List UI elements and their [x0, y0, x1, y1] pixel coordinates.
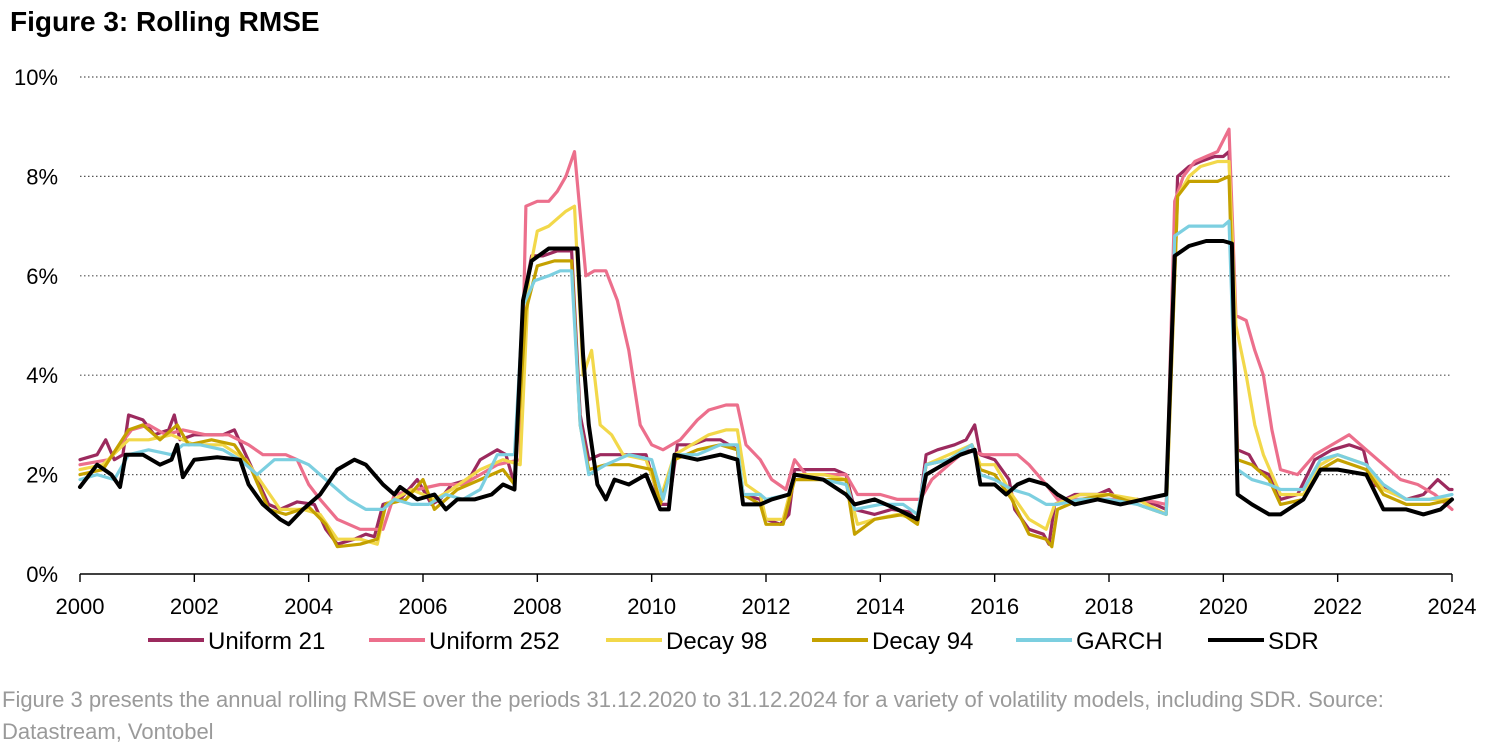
series-line-uniform-252	[78, 127, 1454, 531]
x-tick-label: 2024	[1428, 594, 1477, 619]
legend-label: GARCH	[1076, 628, 1163, 655]
x-tick-label: 2016	[970, 594, 1019, 619]
y-tick-label: 2%	[26, 463, 58, 488]
x-tick-label: 2018	[1085, 594, 1134, 619]
y-tick-label: 8%	[26, 164, 58, 189]
x-tick-label: 2002	[170, 594, 219, 619]
legend-item: SDR	[1208, 628, 1319, 655]
x-tick-label: 2012	[742, 594, 791, 619]
series-line-sdr	[78, 239, 1454, 527]
legend-label: SDR	[1268, 628, 1319, 655]
series-line-decay-98	[78, 159, 1454, 546]
legend-item: Uniform 21	[148, 628, 325, 655]
figure-caption: Figure 3 presents the annual rolling RMS…	[2, 687, 1384, 744]
figure-title: Figure 3: Rolling RMSE	[10, 6, 320, 37]
y-tick-label: 4%	[26, 363, 58, 388]
gridlines	[80, 76, 1452, 476]
y-tick-label: 6%	[26, 264, 58, 289]
legend-label: Uniform 21	[208, 628, 325, 655]
legend: Uniform 21 Uniform 252 Decay 98 Decay 94 GAR…	[148, 628, 1319, 655]
legend-label: Uniform 252	[429, 628, 560, 655]
series-line-decay-94	[78, 174, 1454, 549]
x-tick-label: 2008	[513, 594, 562, 619]
legend-item: Decay 94	[812, 628, 973, 655]
series-line-uniform-21	[78, 150, 1454, 546]
x-tick-label: 2022	[1313, 594, 1362, 619]
x-tick-label: 2014	[856, 594, 905, 619]
line-chart: 0% 2% 4% 6% 8% 10% 2000 2002 2004 2006 2008 2010 201…	[14, 65, 1477, 655]
legend-item: GARCH	[1016, 628, 1163, 655]
axes: 0% 2% 4% 6% 8% 10% 2000 2002 2004 2006 2008 2010 201…	[14, 65, 1477, 619]
x-tick-label: 2020	[1199, 594, 1248, 619]
series-lines	[78, 127, 1454, 549]
legend-item: Decay 98	[606, 628, 767, 655]
y-tick-label: 0%	[26, 562, 58, 587]
y-tick-label: 10%	[14, 65, 58, 90]
x-tick-label: 2010	[627, 594, 676, 619]
x-tick-label: 2004	[284, 594, 333, 619]
x-tick-label: 2000	[56, 594, 105, 619]
legend-label: Decay 98	[666, 628, 767, 655]
legend-label: Decay 94	[872, 628, 973, 655]
legend-item: Uniform 252	[369, 628, 560, 655]
x-tick-label: 2006	[399, 594, 448, 619]
